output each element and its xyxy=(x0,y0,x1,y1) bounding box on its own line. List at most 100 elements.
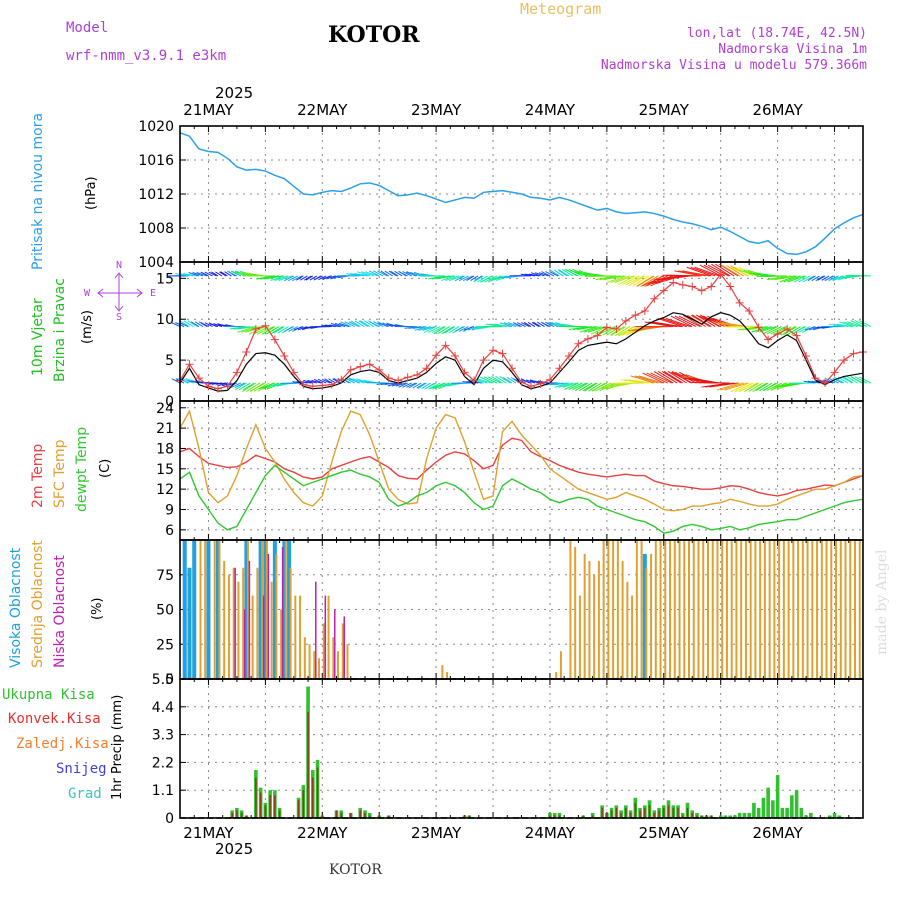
wind-arrow xyxy=(187,380,200,384)
wind-arrow xyxy=(217,382,228,387)
y-tick-label: 1020 xyxy=(138,119,174,135)
precip-conv-bar xyxy=(549,815,551,818)
y-tick-label: 1004 xyxy=(138,255,174,271)
wind-arrow xyxy=(256,326,274,335)
y-tick-label: 5.5 xyxy=(152,672,174,688)
wind-arrow xyxy=(458,326,469,332)
day-label-bottom: 26MAY xyxy=(752,824,803,842)
wind-arrow xyxy=(300,275,308,281)
wind-arrow xyxy=(587,326,606,333)
gust-point xyxy=(280,352,289,361)
wind-arrow xyxy=(292,275,303,282)
temp-2m-line xyxy=(179,437,864,497)
gust-point xyxy=(356,362,365,371)
wind-arrow xyxy=(365,271,378,277)
wind-arrow xyxy=(255,275,275,280)
wind-arrow xyxy=(288,326,299,332)
wind-arrow xyxy=(537,321,545,328)
precip-conv-bar xyxy=(662,807,665,818)
wind-arrow xyxy=(233,326,251,330)
y-tick-label: 0 xyxy=(165,394,174,410)
wind-arrow xyxy=(794,275,807,283)
wind-arrow xyxy=(631,326,659,332)
wind-arrow xyxy=(474,275,483,281)
wind-arrow xyxy=(402,271,412,277)
wind-arrow xyxy=(183,273,198,277)
wind-arrow xyxy=(798,275,811,283)
wind-arrow xyxy=(309,275,318,281)
precip-conv-bar xyxy=(364,812,366,818)
wind-arrow xyxy=(373,321,384,328)
wind-arrow xyxy=(635,326,663,332)
precip-conv-bar xyxy=(558,815,561,818)
wind-arrow xyxy=(715,263,735,277)
wind-arrow xyxy=(602,326,617,336)
gust-point xyxy=(327,380,336,389)
compass-n: N xyxy=(116,260,123,271)
wind-arrow xyxy=(764,275,786,277)
precip-total-bar xyxy=(718,815,723,818)
gust-point xyxy=(318,381,327,390)
wind-arrow xyxy=(253,382,270,392)
y-tick-label: 24 xyxy=(156,401,174,417)
precip-conv-bar xyxy=(625,807,627,818)
wind-arrow xyxy=(369,321,380,328)
wind-arrow xyxy=(709,382,739,388)
wind-arrow xyxy=(690,377,720,384)
wind-arrow xyxy=(328,324,340,328)
wind-arrow xyxy=(628,379,653,384)
wind-arrow xyxy=(171,378,181,384)
gust-point xyxy=(213,384,222,393)
wind-arrow xyxy=(717,322,744,328)
wind-arrow xyxy=(422,326,435,331)
gust-point xyxy=(640,307,649,316)
wind-arrow xyxy=(417,382,427,390)
wind-arrow xyxy=(653,275,683,281)
gust-point xyxy=(441,341,450,350)
wind-arrow xyxy=(424,382,437,390)
gust-point xyxy=(308,382,317,391)
wind-arrow xyxy=(487,376,502,384)
gust-point xyxy=(583,334,592,343)
gust-point xyxy=(498,349,507,358)
wind-arrow xyxy=(661,275,691,281)
wind-arrow xyxy=(691,314,710,328)
wind-arrow xyxy=(384,270,393,277)
wind-arrow xyxy=(670,315,693,328)
wind-arrow xyxy=(258,382,276,390)
wind-arrow xyxy=(237,326,257,333)
wind-arrow xyxy=(321,378,331,384)
wind-arrow xyxy=(357,271,370,277)
y-tick-label: 3.3 xyxy=(152,728,174,744)
y-tick-label: 1008 xyxy=(138,221,174,237)
wind-arrow xyxy=(653,371,674,384)
wind-arrow xyxy=(564,268,579,277)
wind-arrow xyxy=(421,382,431,390)
wind-arrow xyxy=(208,271,217,277)
wind-arrow xyxy=(435,275,454,280)
wind-arrow xyxy=(636,275,655,287)
wind-arrow xyxy=(484,275,498,283)
gust-point xyxy=(289,368,298,377)
precip-conv-bar xyxy=(648,805,651,818)
wind-arrow xyxy=(473,378,488,384)
y-tick-label: 5 xyxy=(165,353,174,369)
wind-arrow xyxy=(707,264,729,277)
day-label-bottom: 21MAY xyxy=(183,824,234,842)
wind-arrow xyxy=(832,377,843,384)
wind-arrow xyxy=(807,275,816,282)
gust-point xyxy=(555,364,564,373)
wind-arrow xyxy=(445,275,460,282)
precip-conv-bar xyxy=(335,810,338,818)
wind-arrow xyxy=(408,326,422,329)
wind-arrow xyxy=(377,270,388,277)
wind-arrow xyxy=(358,320,369,328)
wind-arrow xyxy=(249,382,266,392)
gust-point xyxy=(821,379,830,388)
wind-arrow xyxy=(284,326,295,332)
precip-conv-bar xyxy=(620,812,622,818)
wind-arrow xyxy=(486,323,503,328)
day-label-bottom: 25MAY xyxy=(639,824,690,842)
precip-conv-bar xyxy=(269,795,271,818)
wind-arrow xyxy=(558,269,570,277)
